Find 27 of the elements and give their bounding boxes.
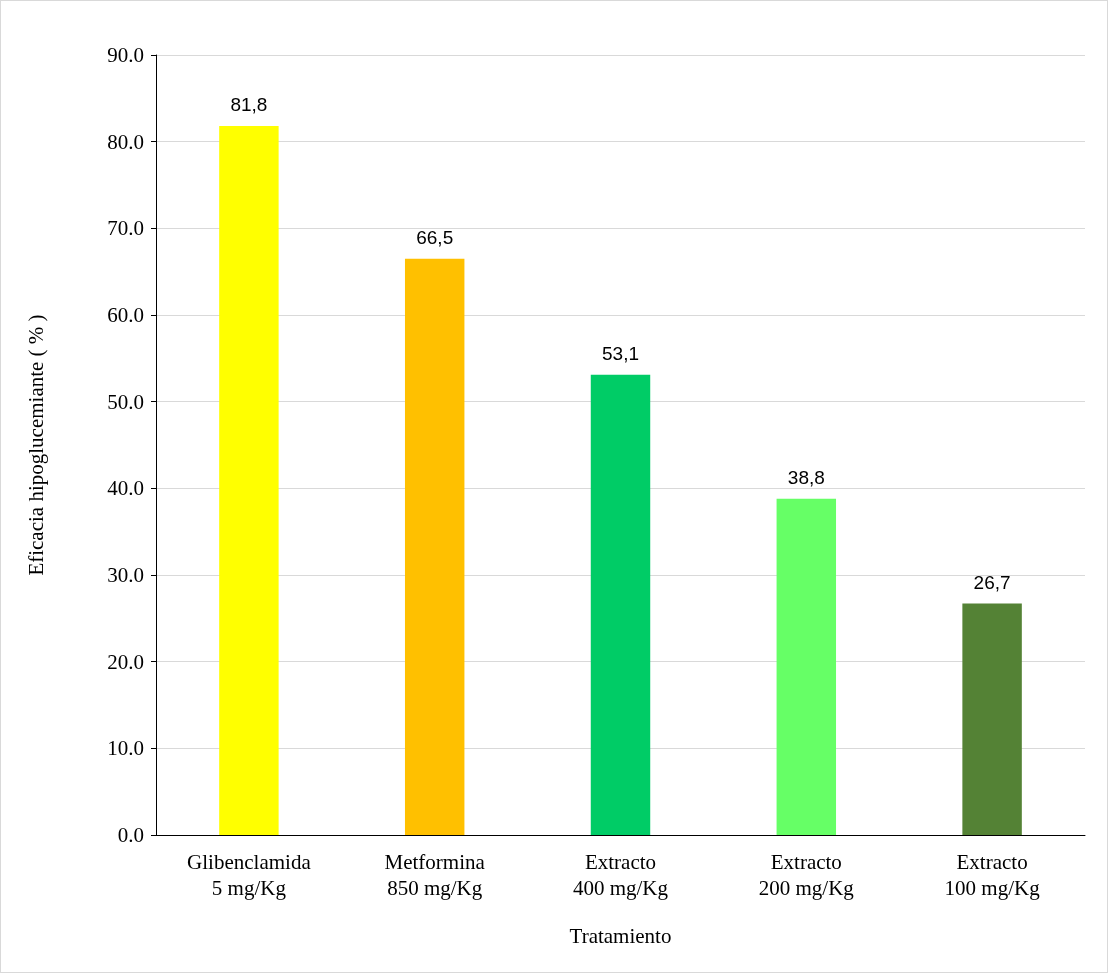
y-tick-label: 30.0	[107, 563, 144, 587]
y-tick-label: 0.0	[117, 823, 144, 847]
x-tick-label: Extracto 400 mg/Kg	[572, 850, 669, 900]
data-label: 26,7	[973, 571, 1011, 593]
bar	[962, 603, 1022, 835]
x-tick-label: Extracto 100 mg/Kg	[944, 850, 1041, 900]
bar	[590, 374, 651, 835]
x-tick-label: Extracto 200 mg/Kg	[758, 850, 855, 900]
bar	[219, 126, 279, 835]
bar	[776, 498, 837, 835]
y-tick-label: 90.0	[107, 43, 144, 67]
data-label: 38,8	[787, 466, 825, 488]
y-tick-label: 40.0	[107, 476, 144, 501]
y-tick-label: 70.0	[107, 216, 144, 241]
y-tick-label: 60.0	[107, 303, 144, 327]
data-label: 66,5	[416, 226, 454, 248]
x-tick-label: Metformina 850 mg/Kg	[384, 850, 486, 900]
x-axis-title: Tratamiento	[569, 923, 672, 948]
data-label: 81,8	[230, 94, 268, 116]
y-tick-label: 80.0	[107, 129, 144, 154]
y-tick-label: 50.0	[107, 389, 144, 414]
y-axis-title: Eficacia hipoglucemiante ( % )	[23, 314, 48, 576]
x-tick-label: Glibenclamida 5 mg/Kg	[187, 850, 312, 900]
y-tick-label: 10.0	[107, 736, 144, 761]
y-tick-label: 20.0	[107, 649, 144, 674]
data-label: 53,1	[602, 342, 639, 364]
bar	[404, 258, 465, 835]
